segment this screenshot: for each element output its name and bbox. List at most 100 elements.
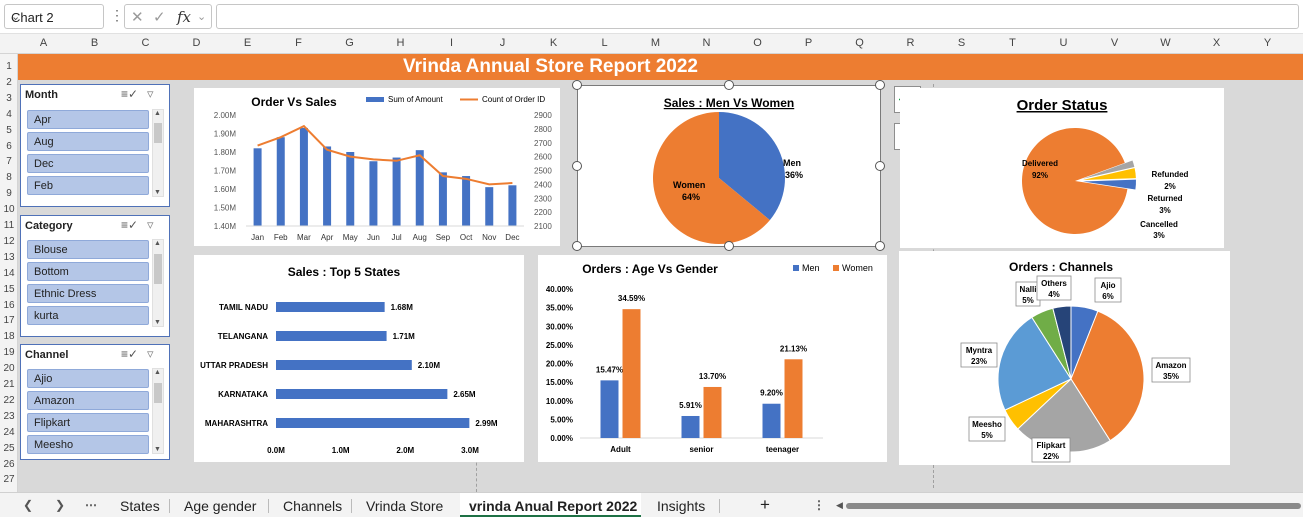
fx-icon[interactable]: fx [177, 8, 192, 26]
scroll-thumb[interactable] [154, 383, 162, 403]
horizontal-scrollbar[interactable] [846, 503, 1301, 509]
scrollbar[interactable]: ▲ ▼ [152, 109, 164, 197]
column-header-j[interactable]: J [499, 37, 506, 49]
slicer-item-ethnic-dress[interactable]: Ethnic Dress [27, 284, 149, 303]
tab-channels[interactable]: Channels [283, 498, 343, 514]
row-header-23[interactable]: 23 [3, 410, 15, 422]
column-header-s[interactable]: S [957, 37, 966, 49]
resize-handle[interactable] [875, 241, 885, 251]
column-header-x[interactable]: X [1212, 37, 1221, 49]
column-header-a[interactable]: A [39, 37, 48, 49]
row-header-17[interactable]: 17 [3, 315, 15, 327]
row-header-19[interactable]: 19 [3, 347, 15, 359]
row-header-8[interactable]: 8 [6, 172, 12, 184]
column-header-i[interactable]: I [449, 37, 454, 49]
clear-filter-icon[interactable]: ▿ [147, 346, 154, 361]
column-header-y[interactable]: Y [1263, 37, 1272, 49]
slicer-item-flipkart[interactable]: Flipkart [27, 413, 149, 432]
row-header-16[interactable]: 16 [3, 299, 15, 311]
chart-order-vs-sales[interactable]: Order Vs Sales Sum of Amount Count of Orde… [194, 88, 560, 246]
row-header-15[interactable]: 15 [3, 283, 15, 295]
row-header-14[interactable]: 14 [3, 267, 15, 279]
scrollbar[interactable]: ▲ ▼ [152, 368, 164, 454]
slicer-item-bottom[interactable]: Bottom [27, 262, 149, 281]
slicer-item-ajio[interactable]: Ajio [27, 369, 149, 388]
column-header-g[interactable]: G [345, 37, 354, 49]
multi-select-icon[interactable]: ≡✓ [121, 87, 139, 101]
row-header-5[interactable]: 5 [6, 124, 12, 136]
row-header-7[interactable]: 7 [6, 156, 12, 168]
row-header-20[interactable]: 20 [3, 363, 15, 375]
row-header-24[interactable]: 24 [3, 426, 15, 438]
column-header-b[interactable]: B [90, 37, 99, 49]
column-header-m[interactable]: M [650, 37, 661, 49]
multi-select-icon[interactable]: ≡✓ [121, 218, 139, 232]
slicer-item-blouse[interactable]: Blouse [27, 240, 149, 259]
name-box[interactable]: Chart 2 ⌄ [4, 4, 104, 29]
scroll-up-icon[interactable]: ▲ [154, 369, 161, 376]
clear-filter-icon[interactable]: ▿ [147, 217, 154, 232]
slicer-item-apr[interactable]: Apr [27, 110, 149, 129]
column-header-r[interactable]: R [906, 37, 915, 49]
row-header-9[interactable]: 9 [6, 188, 12, 200]
scroll-left-icon[interactable]: ◀ [836, 500, 843, 510]
tab-states[interactable]: States [120, 498, 160, 514]
slicer-item-meesho[interactable]: Meesho [27, 435, 149, 454]
sheet-area[interactable]: Vrinda Annual Store Report 2022 Month ≡✓… [18, 54, 1303, 492]
resize-handle[interactable] [572, 161, 582, 171]
column-header-t[interactable]: T [1009, 37, 1016, 49]
slicer-item-amazon[interactable]: Amazon [27, 391, 149, 410]
resize-handle[interactable] [724, 80, 734, 90]
chevron-down-icon[interactable]: ⌄ [11, 11, 21, 23]
scroll-thumb[interactable] [154, 254, 162, 284]
column-header-d[interactable]: D [192, 37, 201, 49]
chart-top-5-states[interactable]: Sales : Top 5 States TAMIL NADU 1.68M TELAN… [194, 255, 524, 462]
chart-orders-channels[interactable]: Orders : Channels Ajio 6% Amazon 35% Flipkart… [899, 251, 1230, 465]
column-header-w[interactable]: W [1160, 37, 1171, 49]
column-header-c[interactable]: C [141, 37, 150, 49]
row-header-18[interactable]: 18 [3, 331, 15, 343]
scroll-up-icon[interactable]: ▲ [154, 240, 161, 247]
scroll-down-icon[interactable]: ▼ [154, 189, 161, 196]
row-header-11[interactable]: 11 [3, 220, 15, 231]
row-header-13[interactable]: 13 [3, 251, 15, 263]
confirm-icon[interactable]: ✓ [153, 9, 166, 26]
next-sheet-icon[interactable]: ❯ [55, 498, 66, 512]
slicer-item-feb[interactable]: Feb [27, 176, 149, 195]
row-header-27[interactable]: 27 [3, 474, 15, 486]
row-header-22[interactable]: 22 [3, 394, 15, 406]
column-header-p[interactable]: P [804, 37, 813, 49]
row-header-6[interactable]: 6 [6, 140, 12, 152]
column-header-h[interactable]: H [396, 37, 405, 49]
resize-handle[interactable] [724, 241, 734, 251]
formula-input[interactable] [216, 4, 1299, 29]
column-header-v[interactable]: V [1110, 37, 1119, 49]
row-header-4[interactable]: 4 [6, 108, 12, 120]
tab-vrinda-store[interactable]: Vrinda Store [366, 498, 444, 514]
column-header-u[interactable]: U [1059, 37, 1068, 49]
row-header-26[interactable]: 26 [3, 458, 15, 470]
clear-filter-icon[interactable]: ▿ [147, 86, 154, 101]
column-header-l[interactable]: L [601, 37, 608, 49]
row-header-2[interactable]: 2 [6, 76, 12, 88]
more-options-icon[interactable]: ⋮ [110, 7, 124, 23]
slicer-item-kurta[interactable]: kurta [27, 306, 149, 325]
row-header-21[interactable]: 21 [3, 379, 15, 390]
slicer-item-aug[interactable]: Aug [27, 132, 149, 151]
slicer-item-dec[interactable]: Dec [27, 154, 149, 173]
column-header-o[interactable]: O [753, 37, 762, 49]
previous-sheet-icon[interactable]: ❮ [23, 498, 34, 512]
scroll-down-icon[interactable]: ▼ [154, 319, 161, 326]
row-header-12[interactable]: 12 [3, 235, 15, 247]
row-header-1[interactable]: 1 [6, 61, 12, 72]
more-options-icon[interactable]: ⋮ [813, 498, 825, 512]
scrollbar[interactable]: ▲ ▼ [152, 239, 164, 327]
cancel-icon[interactable]: ✕ [131, 9, 144, 26]
resize-handle[interactable] [875, 80, 885, 90]
row-header-3[interactable]: 3 [6, 92, 12, 104]
more-sheets-icon[interactable]: ⋯ [85, 498, 97, 512]
resize-handle[interactable] [572, 241, 582, 251]
tab-vrinda-anual-report-2022[interactable]: vrinda Anual Report 2022 [469, 498, 638, 514]
row-header-25[interactable]: 25 [3, 442, 15, 454]
chart-sales-men-vs-women[interactable]: Sales : Men Vs Women Men 36% Women 64% [577, 85, 881, 247]
